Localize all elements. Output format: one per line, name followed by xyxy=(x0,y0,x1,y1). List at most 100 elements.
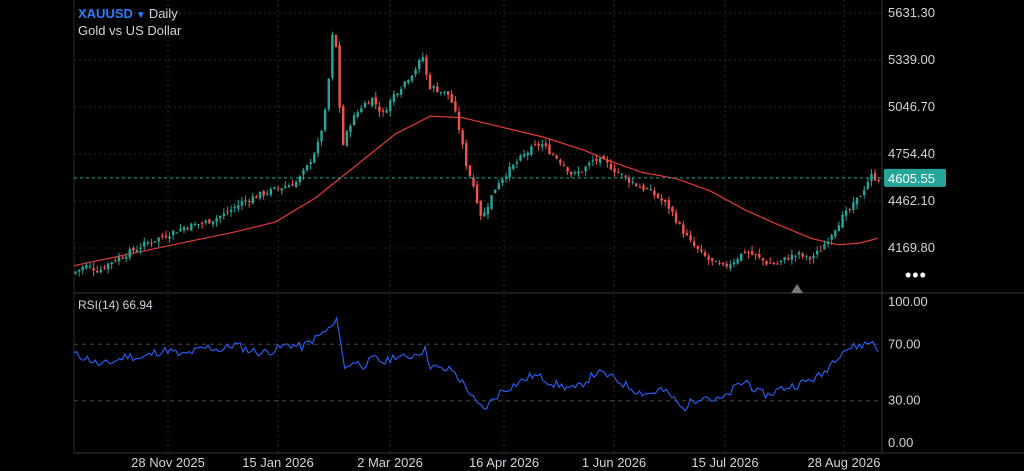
last-price-badge xyxy=(884,168,946,187)
candle-body xyxy=(660,198,663,201)
candle-body xyxy=(649,189,652,191)
candle-body xyxy=(609,163,613,170)
caret-down-icon[interactable]: ▼ xyxy=(135,10,146,21)
candle-body xyxy=(240,201,244,206)
candle-body xyxy=(190,223,193,231)
candle-body xyxy=(302,169,305,175)
candle-body xyxy=(465,143,468,167)
time-tick-label: 1 Jun 2026 xyxy=(582,455,646,470)
candle-body xyxy=(193,223,197,226)
candle-body xyxy=(182,227,186,231)
candle-body xyxy=(635,183,638,186)
candle-body xyxy=(486,206,490,215)
candle-body xyxy=(124,256,128,259)
chart-header: XAUUSD ▼ Daily xyxy=(78,6,178,24)
candle-body xyxy=(219,215,222,219)
candle-body xyxy=(446,91,450,95)
candle-body xyxy=(443,91,446,93)
time-tick-label: 2 Mar 2026 xyxy=(357,455,423,470)
candle-body xyxy=(103,267,106,269)
candle-body xyxy=(237,205,240,209)
candle-body xyxy=(754,254,757,256)
candle-body xyxy=(848,209,851,211)
candle-body xyxy=(544,143,548,146)
candle-body xyxy=(378,106,381,112)
candle-body xyxy=(244,200,247,202)
candle-body xyxy=(222,213,226,216)
candle-body xyxy=(696,245,699,250)
candle-body xyxy=(171,230,175,236)
candle-body xyxy=(81,266,84,271)
candle-body xyxy=(200,223,204,225)
candle-body xyxy=(613,168,616,173)
candle-body xyxy=(349,125,352,132)
candle-body xyxy=(211,221,215,225)
candles xyxy=(74,31,880,277)
candle-body xyxy=(128,249,131,258)
candle-body xyxy=(844,210,848,216)
candle-body xyxy=(812,255,815,259)
candle-body xyxy=(497,182,501,190)
candle-body xyxy=(475,184,479,203)
candle-body xyxy=(736,259,739,264)
candle-body xyxy=(866,181,870,189)
candle-body xyxy=(772,262,775,265)
candle-body xyxy=(642,185,645,190)
candle-body xyxy=(627,177,631,183)
instrument-subtitle: Gold vs US Dollar xyxy=(78,23,182,38)
candle-body xyxy=(783,257,786,261)
candle-body xyxy=(258,191,262,199)
candle-body xyxy=(439,91,443,94)
candle-body xyxy=(215,218,218,222)
candle-body xyxy=(316,141,320,154)
price-tick-label: 4169.80 xyxy=(888,240,935,255)
candle-body xyxy=(396,93,399,96)
timeframe-label[interactable]: Daily xyxy=(148,6,178,21)
time-tick-label: 15 Jul 2026 xyxy=(691,455,758,470)
candle-body xyxy=(320,130,323,142)
candle-body xyxy=(179,228,182,232)
candle-body xyxy=(291,184,294,186)
rsi-tick-label: 0.00 xyxy=(888,435,913,450)
candle-body xyxy=(515,162,519,164)
candle-body xyxy=(132,247,135,251)
candle-body xyxy=(685,233,689,236)
candle-body xyxy=(305,165,309,171)
candle-body xyxy=(370,97,374,106)
candle-body xyxy=(338,45,341,108)
candle-body xyxy=(410,75,414,81)
candle-body xyxy=(428,74,432,89)
candle-body xyxy=(522,154,526,157)
candle-body xyxy=(273,187,276,189)
candle-body xyxy=(562,164,566,166)
candle-body xyxy=(815,250,819,255)
candle-body xyxy=(146,242,150,244)
rsi-tick-label: 30.00 xyxy=(888,393,921,408)
candle-body xyxy=(403,81,406,88)
candle-body xyxy=(367,103,370,105)
candle-body xyxy=(457,111,461,130)
candle-body xyxy=(747,251,750,254)
candle-body xyxy=(161,236,164,238)
candle-body xyxy=(294,182,298,187)
candle-body xyxy=(577,171,580,174)
candle-body xyxy=(566,167,569,172)
candle-body xyxy=(287,185,291,188)
candle-body xyxy=(298,176,302,183)
symbol-label[interactable]: XAUUSD xyxy=(78,6,133,21)
candle-body xyxy=(74,271,77,274)
candle-body xyxy=(758,254,761,258)
candle-body xyxy=(801,253,804,257)
candle-body xyxy=(725,263,728,267)
price-tick-label: 5046.70 xyxy=(888,99,935,114)
candle-body xyxy=(360,108,363,113)
rsi-tick-label: 100.00 xyxy=(888,294,928,309)
time-tick-label: 15 Jan 2026 xyxy=(242,455,314,470)
candle-body xyxy=(765,261,768,265)
more-dots-icon[interactable]: ••• xyxy=(905,265,927,285)
rsi-indicator-label[interactable]: RSI(14) 66.94 xyxy=(78,298,153,312)
candle-body xyxy=(143,241,146,247)
time-tick-label: 16 Apr 2026 xyxy=(469,455,539,470)
candle-body xyxy=(537,144,540,146)
